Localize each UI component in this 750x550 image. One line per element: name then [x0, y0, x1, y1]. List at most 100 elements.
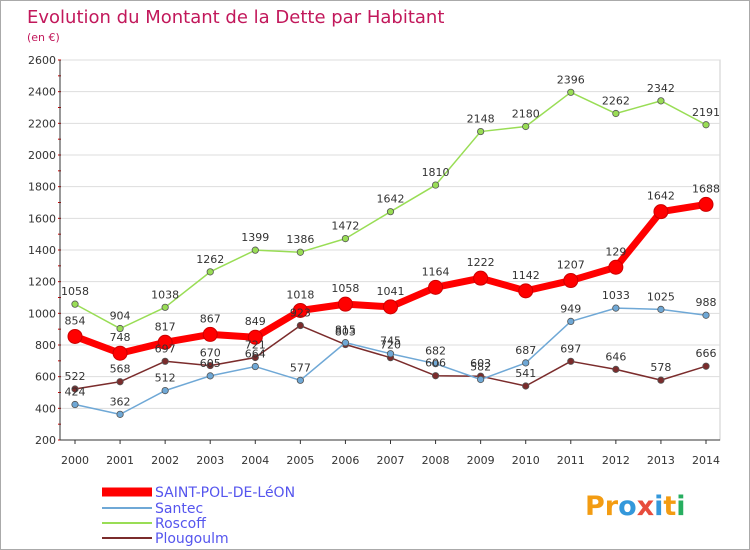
data-label-1: 577	[290, 361, 311, 374]
data-label-1: 687	[515, 344, 536, 357]
series-point-1	[116, 410, 124, 418]
legend-label-1: Santec	[155, 501, 203, 517]
x-tick-label: 2007	[377, 454, 405, 467]
x-tick-label: 2001	[106, 454, 134, 467]
x-tick-label: 2014	[692, 454, 720, 467]
data-label-3: 720	[380, 339, 401, 352]
series-point-2	[341, 235, 350, 243]
data-label-2: 1386	[286, 233, 314, 246]
data-label-2: 2148	[467, 113, 495, 126]
series-point-3	[612, 365, 620, 373]
data-label-1: 745	[380, 335, 401, 348]
series-point-0	[653, 204, 669, 220]
data-label-2: 1810	[422, 166, 450, 179]
y-tick-label: 2600	[28, 54, 56, 67]
x-tick-label: 2010	[512, 454, 540, 467]
legend-label-2: Roscoff	[155, 516, 206, 532]
data-label-0: 1688	[692, 182, 720, 195]
series-point-1	[612, 304, 620, 312]
series-point-2	[116, 324, 124, 333]
grid-lines	[60, 59, 720, 441]
series-point-2	[657, 97, 665, 105]
series-point-0	[112, 345, 128, 361]
data-label-3: 541	[515, 367, 536, 380]
data-label-2: 2191	[692, 106, 720, 119]
data-label-2: 2396	[557, 73, 585, 86]
data-label-3: 646	[605, 350, 626, 363]
y-tick-label: 600	[35, 371, 56, 384]
series-point-3	[296, 321, 304, 330]
series-point-0	[337, 296, 353, 312]
y-tick-label: 1200	[28, 276, 56, 289]
series-point-0	[247, 329, 263, 345]
series-point-2	[251, 246, 259, 254]
y-tick-label: 1600	[28, 212, 56, 225]
data-label-3: 670	[200, 347, 221, 360]
data-label-3: 803	[335, 326, 356, 339]
data-label-1: 512	[155, 372, 176, 385]
series-point-2	[522, 122, 530, 131]
series-point-3	[702, 362, 710, 370]
series-point-3	[431, 372, 440, 380]
data-label-3: 522	[65, 370, 86, 383]
data-label-3: 603	[470, 357, 491, 370]
data-label-2: 2262	[602, 95, 630, 108]
data-label-1: 988	[696, 296, 717, 309]
series-point-2	[206, 268, 214, 276]
chart-subtitle: (en €)	[27, 31, 60, 44]
series-point-3	[161, 357, 169, 365]
x-tick-label: 2000	[61, 454, 89, 467]
proxiti-logo: Proxiti	[585, 491, 686, 522]
series-point-2	[612, 109, 620, 118]
x-tick-label: 2009	[467, 454, 495, 467]
series-point-3	[567, 357, 575, 365]
series-point-0	[563, 273, 579, 289]
data-label-3: 606	[425, 357, 446, 370]
series-point-1	[341, 339, 350, 347]
data-label-3: 568	[110, 363, 131, 376]
data-label-2: 904	[110, 310, 131, 323]
series-point-1	[251, 362, 259, 371]
data-label-1: 664	[245, 348, 266, 361]
series-point-3	[71, 385, 79, 393]
data-label-2: 1472	[331, 220, 359, 233]
data-label-1: 1025	[647, 290, 675, 303]
data-label-0: 854	[65, 314, 86, 327]
series-point-0	[67, 328, 83, 344]
series-point-2	[567, 88, 575, 96]
series-point-2	[386, 208, 395, 216]
axes: 200 400 600 800 1000 1200 1400 1600 1800 2000 2200…	[28, 54, 720, 467]
x-tick-label: 2004	[241, 454, 269, 467]
brand-letter: o	[618, 491, 637, 522]
series-point-2	[71, 300, 79, 308]
brand-letter: i	[654, 491, 663, 522]
legend-label-0: SAINT-POL-DE-LéON	[155, 485, 295, 501]
y-tick-label: 200	[35, 434, 56, 447]
x-tick-label: 2006	[331, 454, 359, 467]
data-label-1: 949	[560, 302, 581, 315]
y-tick-label: 1800	[28, 181, 56, 194]
series-point-3	[251, 353, 259, 362]
series-point-1	[161, 386, 169, 395]
data-label-0: 867	[200, 312, 221, 325]
data-label-2: 1058	[61, 285, 89, 298]
data-label-0: 129	[605, 245, 626, 258]
y-tick-label: 2200	[28, 117, 56, 130]
series-point-3	[522, 382, 530, 390]
x-tick-label: 2008	[422, 454, 450, 467]
data-label-0: 1058	[331, 282, 359, 295]
data-label-2: 2342	[647, 82, 675, 95]
series-point-1	[206, 372, 214, 380]
series-point-3	[206, 361, 214, 370]
series-point-1	[567, 317, 575, 326]
data-label-0: 1018	[286, 288, 314, 301]
data-label-1: 424	[65, 386, 86, 399]
data-label-0: 817	[155, 320, 176, 333]
data-label-2: 2180	[512, 108, 540, 121]
x-tick-label: 2005	[286, 454, 314, 467]
series-point-1	[71, 400, 79, 409]
data-label-3: 697	[560, 342, 581, 355]
x-tick-label: 2011	[557, 454, 585, 467]
series-point-1	[386, 350, 395, 358]
